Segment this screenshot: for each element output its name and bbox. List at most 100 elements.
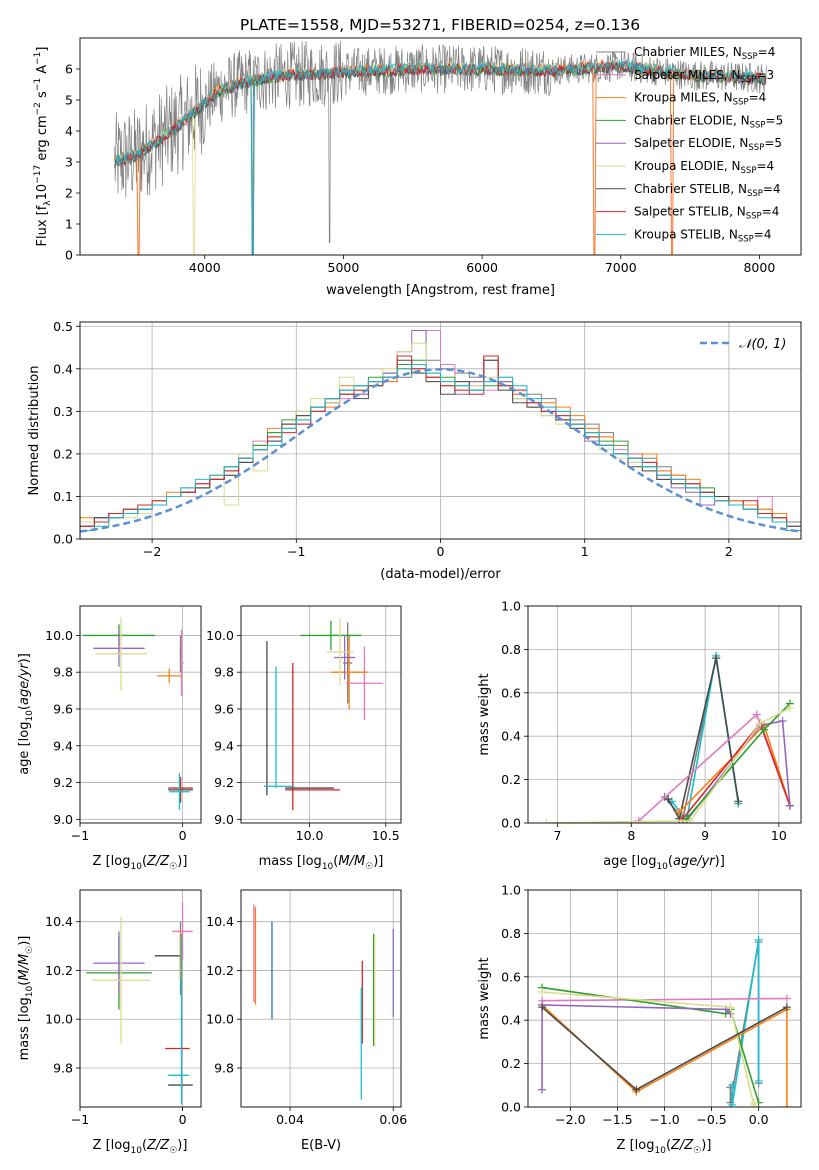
legend-label-tail: =5 (766, 113, 784, 127)
y-axis-label-part: λ (43, 200, 53, 206)
y-tick-label: 0.4 (53, 361, 73, 376)
model-spectrum-kroupa_stelib (114, 58, 767, 255)
weight-marker-salpeter_miles (752, 710, 761, 719)
legend-label-subscript: SSP (741, 75, 757, 85)
legend-label-chabrier_elodie: Chabrier ELODIE, NSSP=5 (634, 113, 783, 130)
legend-label-subscript: SSP (733, 98, 749, 108)
x-tick-label: 9 (701, 828, 709, 843)
legend-label-tail: =4 (749, 91, 767, 105)
plot-area (114, 40, 767, 255)
plot-area (253, 904, 394, 1100)
y-tick-label: 0.2 (53, 446, 73, 461)
y-axis-label-part: )] (17, 936, 32, 946)
y-tick-label: 0.8 (501, 642, 521, 657)
legend-label-subscript: SSP (748, 143, 764, 153)
weight-line-kroupa_stelib (731, 939, 760, 1105)
y-axis-label-part: −2 (33, 102, 43, 115)
y-tick-label: 6 (65, 62, 73, 77)
legend-label-kroupa_elodie: Kroupa ELODIE, NSSP=4 (634, 159, 774, 176)
x-tick-label: 0.04 (276, 1112, 304, 1127)
weight-line-salpeter_elodie (541, 1004, 731, 1090)
x-tick-label: 7 (554, 828, 562, 843)
legend-label-text: Chabrier MILES, N (634, 45, 742, 59)
x-tick-label: −1 (71, 1112, 89, 1127)
y-tick-label: 1 (65, 217, 73, 232)
weight-marker-kroupa_stelib (728, 1100, 737, 1107)
y-tick-label: 9.2 (53, 775, 73, 790)
x-axis-label-part: mass [log (259, 854, 322, 869)
y-tick-label: 9.4 (53, 738, 73, 753)
axes-frame (240, 889, 402, 1108)
legend-label-chabrier_miles: Chabrier MILES, NSSP=4 (634, 45, 775, 62)
weight-marker-chabrier_stelib (782, 1003, 791, 1012)
y-tick-label: 0.6 (501, 685, 521, 700)
y-tick-label: 0.1 (53, 489, 73, 504)
legend-label-salpeter_elodie: Salpeter ELODIE, NSSP=5 (634, 136, 782, 153)
x-tick-label: 0 (179, 1112, 187, 1127)
y-axis-label-part: ( (17, 705, 32, 710)
x-tick-label: 2 (725, 544, 733, 559)
y-tick-label: 1.0 (501, 599, 521, 614)
legend-label-subscript: SSP (746, 212, 762, 222)
y-tick-label: 9.8 (53, 1060, 73, 1075)
x-tick-label: 8 (627, 828, 635, 843)
x-axis-label-part: age [log (603, 854, 656, 869)
weight-marker-kroupa_elodie (785, 703, 794, 712)
weight-marker-kroupa_elodie (538, 987, 547, 996)
x-tick-label: −1 (287, 544, 305, 559)
axes-frame (79, 37, 802, 256)
y-tick-label: 10.0 (206, 628, 234, 643)
weight-marker-chabrier_stelib (734, 797, 743, 806)
y-tick-label: 0.2 (501, 772, 521, 787)
axes-frame (527, 605, 802, 824)
weight-marker-kroupa_elodie (542, 819, 551, 823)
x-tick-label: 1 (581, 544, 589, 559)
legend-label-tail: =4 (762, 205, 780, 219)
x-axis-label-part: 10 (130, 862, 142, 872)
y-axis-label: age [log10(age/yr)] (17, 653, 35, 775)
legend-label-text: Chabrier STELIB, N (634, 182, 747, 196)
x-tick-label: −0.5 (696, 1112, 726, 1127)
legend-label-salpeter_stelib: Salpeter STELIB, NSSP=4 (634, 205, 779, 222)
x-tick-label: 8000 (743, 260, 775, 275)
legend-label-tail: =4 (758, 45, 776, 59)
weight-marker-salpeter_elodie (785, 801, 794, 810)
x-tick-label: 10 (771, 828, 787, 843)
legend-label-subscript: SSP (742, 52, 758, 62)
weight-line-salpeter_miles (638, 713, 791, 822)
y-axis-label-part: s (35, 91, 50, 102)
y-tick-label: 0.2 (501, 1056, 521, 1071)
y-tick-label: 9.2 (214, 775, 234, 790)
x-axis-label-part: ☉ (365, 862, 373, 872)
x-tick-label: 7000 (605, 260, 637, 275)
panel-mass_vs_Z: −1 09.810.010.210.4Z [log10(Z/Z☉)]mass [l… (17, 889, 202, 1156)
y-axis-label-part: 10 (25, 710, 35, 722)
y-axis-label: Flux [fλ10−17 erg cm−2 s−1 A−1] (33, 47, 53, 247)
weight-marker-kroupa_miles (782, 1103, 791, 1107)
legend-label-tail: =4 (756, 159, 774, 173)
y-axis-label-part: ] (35, 47, 50, 52)
x-axis-label: Z [log10(Z/Z☉)] (93, 1138, 188, 1156)
y-tick-label: 2 (65, 186, 73, 201)
x-axis-label-part: )] (177, 1138, 187, 1153)
y-tick-label: 9.8 (214, 665, 234, 680)
panel-weight_vs_age: 7 8 9 10 0.0 0.2 0.4 0.6 0.8 1.0 mass weight age [l… (477, 599, 802, 872)
x-axis-label-part: )] (177, 854, 187, 869)
x-axis-label: age [log10(age/yr)] (603, 854, 725, 872)
x-tick-label: 0 (437, 544, 445, 559)
plot-area (263, 618, 383, 811)
weight-marker-chabrier_stelib (712, 654, 721, 663)
y-axis-label: Normed distribution (27, 366, 42, 496)
panel-residuals: −2 −1 0 1 2 0.0 0.1 0.2 0.3 0.4 0.5 𝒩(0, 1) (data-mo… (27, 319, 802, 582)
y-tick-label: 10.4 (206, 914, 234, 929)
x-axis-label-part: 10 (656, 862, 668, 872)
y-tick-label: 5 (65, 93, 73, 108)
panel-weight_vs_Z: −2.0 −1.5 −1.0 −0.5 0.0 0.0 0.2 0.4 0.6 0.8 1.0 mas… (477, 883, 802, 1156)
y-axis-label-part: M/M (17, 954, 32, 981)
x-axis-label-part: Z/Z (670, 1138, 694, 1153)
y-axis-label-part: )] (17, 653, 32, 663)
x-tick-label: 6000 (466, 260, 498, 275)
y-tick-label: 9.6 (214, 701, 234, 716)
